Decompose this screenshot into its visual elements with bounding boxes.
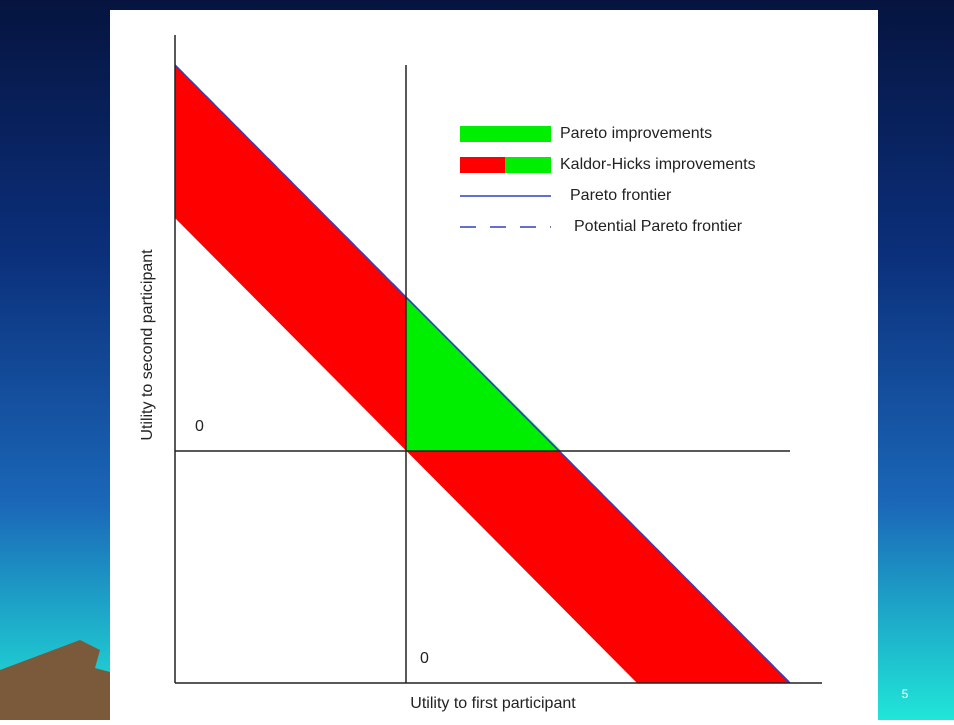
origin-label: 0 [420, 650, 429, 667]
slide-number: 5 [902, 687, 909, 701]
legend-swatch [460, 126, 551, 142]
mountain [0, 640, 110, 720]
legend-label: Pareto frontier [570, 187, 672, 204]
x-axis-label: Utility to first participant [410, 695, 576, 712]
legend-swatch [460, 157, 505, 173]
legend-label: Potential Pareto frontier [574, 218, 743, 235]
y-axis-label: Utility to second participant [139, 249, 156, 441]
origin-label: 0 [195, 418, 204, 435]
legend-label: Kaldor-Hicks improvements [560, 156, 756, 173]
legend-label: Pareto improvements [560, 125, 712, 142]
pareto-region [406, 296, 561, 451]
potential-frontier [174, 64, 791, 684]
legend-swatch [505, 157, 551, 173]
